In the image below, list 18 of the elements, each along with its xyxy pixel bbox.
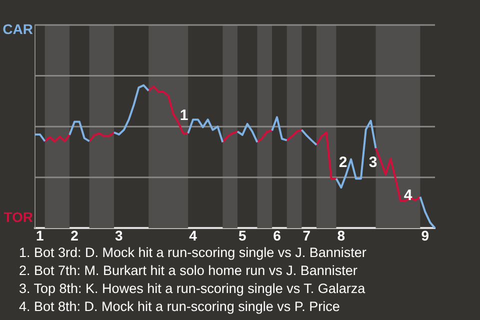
x-tick-label: 2 [70, 227, 79, 244]
x-tick-label: 3 [115, 227, 124, 244]
annotation: 2 [338, 154, 348, 172]
text: 4. Bot 8th: D. Mock hit a run-scoring single vs P. Price [19, 298, 341, 316]
x-tick-label: 5 [238, 227, 247, 244]
x-tick-label: 7 [302, 227, 311, 244]
text: TOR [4, 209, 33, 226]
x-tick-label: 6 [273, 227, 282, 244]
x-tick-label: 1 [36, 227, 44, 244]
annotation: 1 [180, 107, 188, 124]
text: CAR [2, 20, 33, 37]
x-tick-label: 8 [337, 227, 346, 244]
annotation: 3 [368, 154, 378, 172]
text: 3. Top 8th: K. Howes hit a run-scoring single vs T. Galarza [19, 280, 366, 298]
text: 1. Bot 3rd: D. Mock hit a run-scoring single vs J. Bannister [19, 244, 368, 262]
x-tick-label: 9 [421, 227, 430, 244]
text: 2. Bot 7th: M. Burkart hit a solo home run vs J. Bannister [19, 262, 358, 280]
x-tick-label: 4 [189, 227, 198, 244]
